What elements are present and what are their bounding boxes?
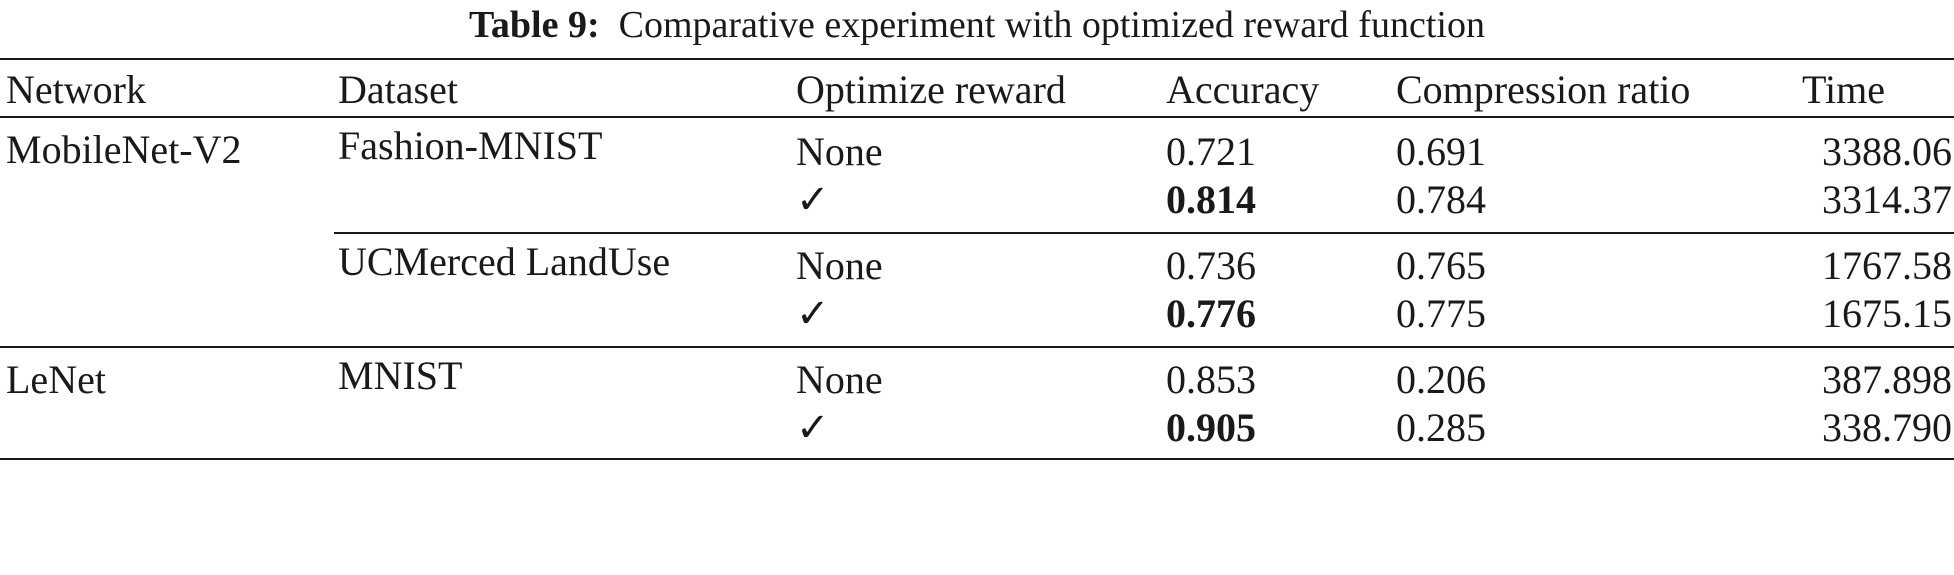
cell-accuracy-best: 0.814 xyxy=(1166,177,1256,222)
table-caption-label: Table 9: xyxy=(469,4,600,46)
cell-optimize-checkmark: ✓ xyxy=(796,177,830,222)
cell-accuracy-best: 0.776 xyxy=(1166,291,1256,336)
cell-accuracy-best: 0.905 xyxy=(1166,405,1256,450)
cell-time: 387.898 xyxy=(1822,357,1952,402)
cell-compression: 0.206 xyxy=(1396,357,1486,402)
cell-compression: 0.285 xyxy=(1396,405,1486,450)
header-network: Network xyxy=(6,67,146,112)
header-optimize-reward: Optimize reward xyxy=(796,67,1066,112)
cell-compression: 0.691 xyxy=(1396,129,1486,174)
table-caption-text: Comparative experiment with optimized re… xyxy=(618,4,1485,46)
header-dataset: Dataset xyxy=(338,67,458,112)
cell-optimize-checkmark: ✓ xyxy=(796,291,830,336)
cell-time: 3388.06 xyxy=(1822,129,1952,174)
cell-compression: 0.784 xyxy=(1396,177,1486,222)
cell-accuracy: 0.721 xyxy=(1166,129,1256,174)
cell-time: 338.790 xyxy=(1822,405,1952,450)
cell-optimize-checkmark: ✓ xyxy=(796,405,830,450)
cell-dataset: Fashion-MNIST xyxy=(338,123,603,168)
header-time: Time xyxy=(1802,67,1886,112)
cell-accuracy: 0.853 xyxy=(1166,357,1256,402)
top-rule xyxy=(0,58,1954,60)
cell-optimize: None xyxy=(796,357,883,402)
cell-optimize: None xyxy=(796,243,883,288)
cell-compression: 0.765 xyxy=(1396,243,1486,288)
cell-compression: 0.775 xyxy=(1396,291,1486,336)
group-rule-partial xyxy=(334,232,1954,234)
cell-network: LeNet xyxy=(6,357,106,402)
cell-dataset: UCMerced LandUse xyxy=(338,239,671,284)
header-compression-ratio: Compression ratio xyxy=(1396,67,1691,112)
bottom-rule xyxy=(0,458,1954,460)
cell-time: 3314.37 xyxy=(1822,177,1952,222)
cell-time: 1767.58 xyxy=(1822,243,1952,288)
header-accuracy: Accuracy xyxy=(1166,67,1320,112)
cell-dataset: MNIST xyxy=(338,353,463,398)
table-caption: Table 9: Comparative experiment with opt… xyxy=(0,0,1954,50)
header-rule xyxy=(0,116,1954,118)
cell-network: MobileNet-V2 xyxy=(6,127,242,172)
cell-time: 1675.15 xyxy=(1822,291,1952,336)
group-rule-full xyxy=(0,346,1954,348)
cell-accuracy: 0.736 xyxy=(1166,243,1256,288)
cell-optimize: None xyxy=(796,129,883,174)
